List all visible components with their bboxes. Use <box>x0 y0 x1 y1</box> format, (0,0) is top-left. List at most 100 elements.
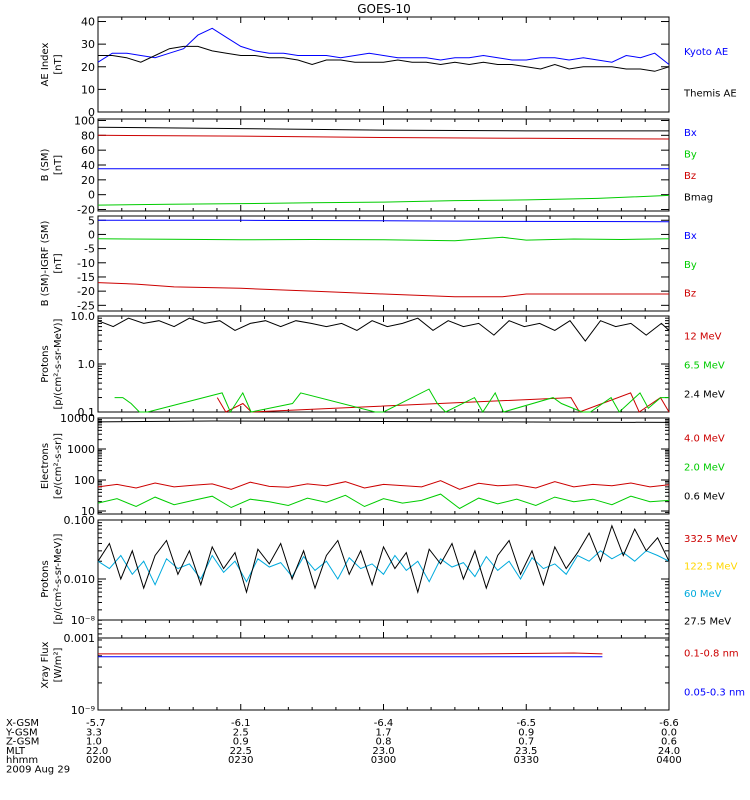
series-line <box>98 219 670 223</box>
x-axis-value: 0.7 <box>518 737 534 748</box>
y-tick-label: 20 <box>81 174 95 187</box>
legend-entry: 0.05-0.3 nm <box>684 687 745 698</box>
x-axis-value: 0.0 <box>661 727 677 738</box>
legend-entry: 60 MeV <box>684 589 722 600</box>
series-line <box>97 317 670 342</box>
y-tick-label: -20 <box>77 285 95 298</box>
legend-entry: 2.0 MeV <box>684 462 725 473</box>
x-axis-value: 3.3 <box>86 727 102 738</box>
y-axis-title: [nT] <box>53 253 64 273</box>
legend-entry: 6.5 MeV <box>684 360 725 371</box>
legend-entry: Bx <box>684 231 697 242</box>
y-tick-label: 40 <box>81 16 95 29</box>
y-axis-title: [W/m²] <box>53 647 64 682</box>
series-line <box>97 236 670 242</box>
legend-entry: 0.6 MeV <box>684 491 725 502</box>
series-line <box>97 282 669 298</box>
x-axis-row-label: MLT <box>6 746 26 757</box>
y-axis-title: [nT] <box>53 155 64 175</box>
date-label: 2009 Aug 29 <box>6 765 70 776</box>
y-tick-label: 80 <box>81 129 95 142</box>
series-line <box>97 420 670 423</box>
x-axis-value: 22.0 <box>86 746 108 757</box>
panel-3: -25-20-15-10-5 05 B (SM)-IGRF (SM) [nT] Bx By… <box>40 214 697 312</box>
x-axis-row-label: hhmm <box>6 755 38 766</box>
panel-7: 10⁻⁸ 10⁻⁹ Xray Flux [W/m²] 0.1-0.8 nm 0.05-0.… <box>40 614 745 717</box>
plot-title: GOES-10 <box>357 2 411 16</box>
y-tick-label: -5 <box>84 243 95 256</box>
series-line <box>98 652 603 655</box>
y-tick-label: 30 <box>81 38 95 51</box>
series-line <box>97 194 670 206</box>
y-axis-title: Protons <box>40 560 51 597</box>
x-axis-value: 2.5 <box>233 727 249 738</box>
x-axis-value: -6.1 <box>231 718 251 729</box>
panel-frame <box>97 315 670 413</box>
series-line <box>97 550 670 586</box>
y-axis-title: B (SM)-IGRF (SM) <box>40 221 51 307</box>
y-tick-label: -15 <box>77 271 95 284</box>
x-axis-value: -6.6 <box>659 718 679 729</box>
legend-entry: Bz <box>684 171 696 182</box>
series-line <box>97 27 670 65</box>
legend-entry: Bx <box>684 128 697 139</box>
y-axis-title: [e/(cm²-s-sr)] <box>53 433 64 499</box>
x-axis-row-label: X-GSM <box>6 718 39 729</box>
x-axis-value: 0300 <box>371 755 396 766</box>
series-line <box>98 45 670 72</box>
panel-1: 0 10 20 30 40 AE Index [nT] Kyoto AE Themis AE <box>40 16 737 119</box>
y-tick-label: 10 <box>81 83 95 96</box>
x-axis-value: 0.9 <box>233 737 249 748</box>
x-axis-value: -6.4 <box>374 718 394 729</box>
legend-entry: 12 MeV <box>684 331 722 342</box>
x-axis-value: 0.8 <box>376 737 392 748</box>
legend-entry: 27.5 MeV <box>684 616 731 627</box>
legend-entry: Kyoto AE <box>684 47 728 58</box>
legend-entry: Themis AE <box>683 88 737 99</box>
y-axis-title: [p/(cm²-s-sr-MeV)] <box>53 533 64 624</box>
y-axis-title: B (SM) <box>40 148 51 181</box>
x-axis-value: 0.6 <box>661 737 677 748</box>
x-axis-value: 24.0 <box>658 746 680 757</box>
series-line <box>216 392 670 413</box>
y-tick-label: 100 <box>74 114 95 127</box>
series-line <box>97 480 670 490</box>
y-tick-label: 100 <box>74 474 95 487</box>
y-axis-title: Xray Flux <box>40 641 51 688</box>
series-line <box>114 388 669 414</box>
y-tick-label: 0.010 <box>64 573 96 586</box>
panel-4: 0.1 1.0 10.0 Protons [p/(cm²-s-sr-MeV)] 12 Me… <box>40 310 725 419</box>
y-axis-title: Electrons <box>40 443 51 489</box>
y-tick-label: 0.001 <box>64 632 96 645</box>
x-axis-value: 22.5 <box>230 746 252 757</box>
y-axis-title: [nT] <box>53 54 64 74</box>
y-tick-label: 5 <box>88 214 95 227</box>
panel-2: -20 0 20 40 60 80 100 B (SM) [nT] Bx By Bz Bmag <box>40 114 713 216</box>
x-axis-value: 23.5 <box>515 746 537 757</box>
x-axis-value: -6.5 <box>516 718 536 729</box>
y-tick-label: 60 <box>81 144 95 157</box>
x-axis-table: X-GSM -5.7 -6.1 -6.4 -6.5 -6.6Y-GSM 3.3 2.5 1.7 0… <box>5 718 682 776</box>
x-axis-row-label: Y-GSM <box>5 727 38 738</box>
legend-entry: By <box>684 150 697 161</box>
x-axis-value: 0230 <box>228 755 253 766</box>
x-axis-value: 1.7 <box>376 727 392 738</box>
panel-frame <box>97 417 670 515</box>
legend-entry: 4.0 MeV <box>684 433 725 444</box>
x-axis-row-label: Z-GSM <box>6 737 39 748</box>
y-tick-label: 1000 <box>67 443 95 456</box>
y-tick-label: 10⁻⁸ <box>71 614 96 627</box>
y-tick-label: -25 <box>77 299 95 312</box>
y-tick-label: -20 <box>77 204 95 217</box>
legend-entry: By <box>684 260 697 271</box>
panel-frame <box>97 118 670 212</box>
y-tick-label: 40 <box>81 159 95 172</box>
x-axis-value: -5.7 <box>86 718 106 729</box>
x-axis-value: 0330 <box>514 755 539 766</box>
series-line <box>97 126 669 132</box>
x-axis-value: 0400 <box>656 755 681 766</box>
y-tick-label: 0 <box>88 228 95 241</box>
y-tick-label: 10⁻⁹ <box>71 704 95 717</box>
panel-frame <box>97 215 670 312</box>
